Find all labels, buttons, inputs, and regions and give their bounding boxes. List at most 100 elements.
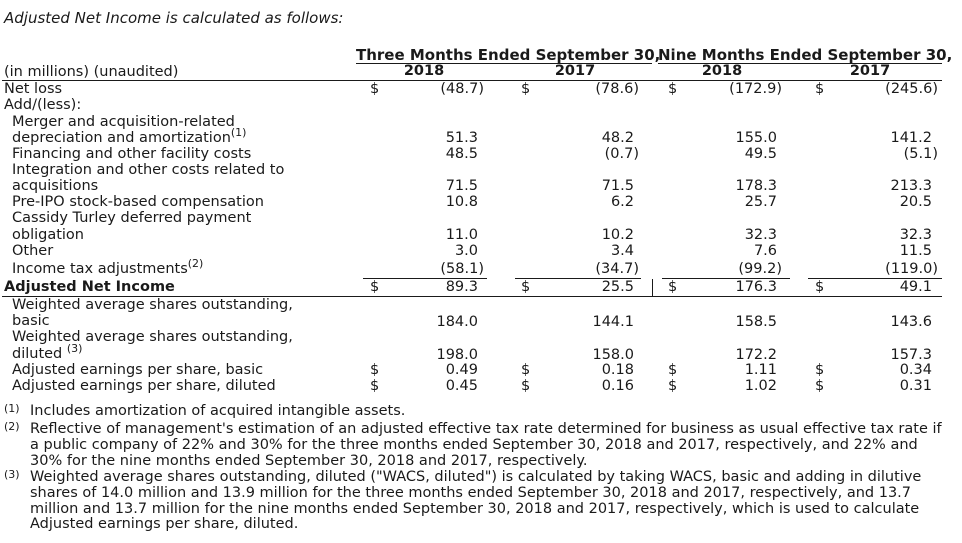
- tax-label-text: Income tax adjustments: [12, 261, 188, 277]
- currency-symbol: $: [521, 362, 531, 378]
- currency-symbol: $: [521, 279, 531, 295]
- value-wa-diluted-9m-2018: 172.2: [735, 347, 777, 363]
- row-label-net-loss: Net loss: [4, 81, 63, 97]
- value-eps-diluted-3m-2017: 0.16: [601, 378, 634, 394]
- column-divider: [652, 279, 653, 296]
- row-label-cassidy-line1: Cassidy Turley deferred payment: [12, 210, 252, 226]
- header-year-9m-2017: 2017: [849, 63, 891, 79]
- header-year-3m-2018: 2018: [403, 63, 445, 79]
- row-label-preipo: Pre-IPO stock-based compensation: [12, 194, 264, 210]
- row-label-merger-line2: depreciation and amortization(1): [12, 126, 246, 147]
- row-label-add-less: Add/(less):: [4, 97, 82, 113]
- row-label-tax: Income tax adjustments(2): [12, 257, 203, 278]
- wa-diluted-label-text: diluted: [12, 346, 63, 362]
- currency-symbol: $: [370, 378, 380, 394]
- currency-symbol: $: [370, 362, 380, 378]
- value-wa-diluted-3m-2018: 198.0: [436, 347, 478, 363]
- value-preipo-9m-2018: 25.7: [744, 194, 777, 210]
- footnote-3-marker: (3): [4, 468, 20, 481]
- footnote-2-marker: (2): [4, 420, 20, 433]
- row-label-cassidy-line2: obligation: [12, 227, 84, 243]
- currency-symbol: $: [815, 279, 825, 295]
- row-label-wa-diluted-line2: diluted (3): [12, 342, 82, 363]
- value-preipo-3m-2017: 6.2: [610, 194, 634, 210]
- row-label-wa-basic-line2: basic: [12, 313, 50, 329]
- currency-symbol: $: [521, 81, 531, 97]
- footnote-2-text: Reflective of management's estimation of…: [30, 421, 942, 469]
- value-integration-3m-2017: 71.5: [601, 178, 634, 194]
- row-label-wa-diluted-line1: Weighted average shares outstanding,: [12, 329, 293, 345]
- currency-symbol: $: [370, 81, 380, 97]
- value-wa-diluted-3m-2017: 158.0: [592, 347, 634, 363]
- row-label-wa-basic-line1: Weighted average shares outstanding,: [12, 297, 293, 313]
- value-adjusted-9m-2017: 49.1: [899, 279, 932, 295]
- document-title: Adjusted Net Income is calculated as fol…: [4, 9, 344, 27]
- value-adjusted-9m-2018: 176.3: [735, 279, 777, 295]
- value-preipo-9m-2017: 20.5: [899, 194, 932, 210]
- value-wa-basic-3m-2017: 144.1: [592, 314, 634, 330]
- value-other-3m-2018: 3.0: [454, 243, 478, 259]
- value-wa-basic-9m-2017: 143.6: [890, 314, 932, 330]
- value-tax-3m-2018: (58.1): [440, 261, 484, 277]
- value-cassidy-9m-2018: 32.3: [744, 227, 777, 243]
- value-eps-diluted-3m-2018: 0.45: [445, 378, 478, 394]
- currency-symbol: $: [668, 279, 678, 295]
- footnote-marker-2: (2): [187, 257, 204, 270]
- value-net-loss-3m-2018: (48.7): [440, 81, 484, 97]
- value-integration-3m-2018: 71.5: [445, 178, 478, 194]
- footnote-1-text: Includes amortization of acquired intang…: [30, 403, 406, 419]
- value-eps-basic-3m-2017: 0.18: [601, 362, 634, 378]
- currency-symbol: $: [370, 279, 380, 295]
- value-merger-9m-2017: 141.2: [890, 130, 932, 146]
- value-financing-3m-2017: (0.7): [604, 146, 639, 162]
- row-label-eps-basic: Adjusted earnings per share, basic: [12, 362, 264, 378]
- currency-symbol: $: [668, 378, 678, 394]
- footnote-marker-1: (1): [230, 126, 247, 139]
- header-year-3m-2017: 2017: [554, 63, 596, 79]
- header-year-9m-2018: 2018: [701, 63, 743, 79]
- value-merger-9m-2018: 155.0: [735, 130, 777, 146]
- subtotal-rule-3m-2018: [363, 278, 487, 279]
- footnote-3-text: Weighted average shares outstanding, dil…: [30, 469, 922, 533]
- value-wa-diluted-9m-2017: 157.3: [890, 347, 932, 363]
- footnote-marker-3: (3): [66, 342, 83, 355]
- value-net-loss-3m-2017: (78.6): [595, 81, 639, 97]
- subtotal-rule-3m-2017: [515, 278, 641, 279]
- value-cassidy-3m-2018: 11.0: [445, 227, 478, 243]
- row-label-merger-line1: Merger and acquisition-related: [12, 114, 235, 130]
- row-label-eps-diluted: Adjusted earnings per share, diluted: [12, 378, 276, 394]
- value-eps-basic-3m-2018: 0.49: [445, 362, 478, 378]
- value-cassidy-9m-2017: 32.3: [899, 227, 932, 243]
- value-cassidy-3m-2017: 10.2: [601, 227, 634, 243]
- value-preipo-3m-2018: 10.8: [445, 194, 478, 210]
- currency-symbol: $: [668, 362, 678, 378]
- currency-symbol: $: [815, 81, 825, 97]
- currency-symbol: $: [815, 378, 825, 394]
- value-other-9m-2018: 7.6: [753, 243, 777, 259]
- currency-symbol: $: [668, 81, 678, 97]
- currency-symbol: $: [815, 362, 825, 378]
- header-bottom-rule: [2, 80, 942, 81]
- header-rule-three-months: [356, 63, 652, 64]
- units-label: (in millions) (unaudited): [4, 64, 179, 80]
- header-nine-months: Nine Months Ended September 30,: [658, 46, 953, 64]
- value-integration-9m-2018: 178.3: [735, 178, 777, 194]
- value-eps-basic-9m-2017: 0.34: [899, 362, 932, 378]
- value-net-loss-9m-2018: (172.9): [729, 81, 782, 97]
- value-eps-diluted-9m-2018: 1.02: [744, 378, 777, 394]
- merger-label-text: depreciation and amortization: [12, 130, 231, 146]
- row-label-other: Other: [12, 243, 54, 259]
- header-three-months: Three Months Ended September 30,: [356, 46, 661, 64]
- value-eps-diluted-9m-2017: 0.31: [899, 378, 932, 394]
- row-label-integration-line2: acquisitions: [12, 178, 99, 194]
- value-adjusted-3m-2017: 25.5: [601, 279, 634, 295]
- row-label-integration-line1: Integration and other costs related to: [12, 162, 285, 178]
- header-rule-nine-months: [658, 63, 942, 64]
- value-financing-3m-2018: 48.5: [445, 146, 478, 162]
- value-merger-3m-2017: 48.2: [601, 130, 634, 146]
- currency-symbol: $: [521, 378, 531, 394]
- row-label-adjusted-net-income: Adjusted Net Income: [4, 279, 175, 295]
- value-adjusted-3m-2018: 89.3: [445, 279, 478, 295]
- value-net-loss-9m-2017: (245.6): [885, 81, 938, 97]
- value-integration-9m-2017: 213.3: [890, 178, 932, 194]
